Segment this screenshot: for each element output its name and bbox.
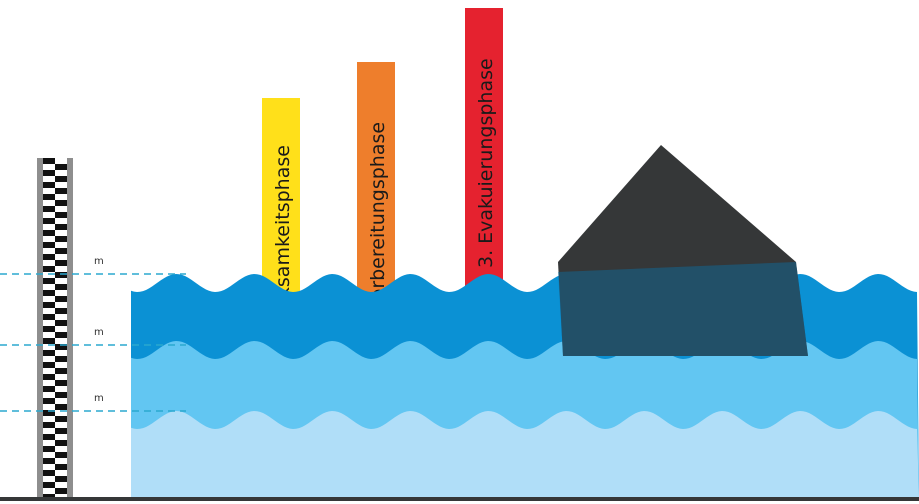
submerged-house — [558, 145, 808, 356]
phase-pillar-3-bar — [465, 8, 503, 293]
house-underwater-tint — [558, 262, 808, 356]
house-shape — [558, 145, 808, 356]
water-level-gauge — [37, 158, 73, 498]
level-mark-label-3: m — [94, 393, 104, 404]
gauge-scale — [43, 158, 67, 498]
phase-label-3: 3. Evakuierungsphase — [475, 58, 497, 268]
ground-line — [0, 497, 919, 501]
phase-label-2: 2. Vorbereitungsphase — [367, 122, 389, 336]
water-layer-bottom — [131, 411, 919, 497]
level-mark-label-2: m — [94, 327, 104, 338]
level-markers: m m m — [0, 256, 186, 412]
phase-pillar-3: 3. Evakuierungsphase — [465, 8, 503, 293]
level-mark-label-1: m — [94, 256, 104, 267]
